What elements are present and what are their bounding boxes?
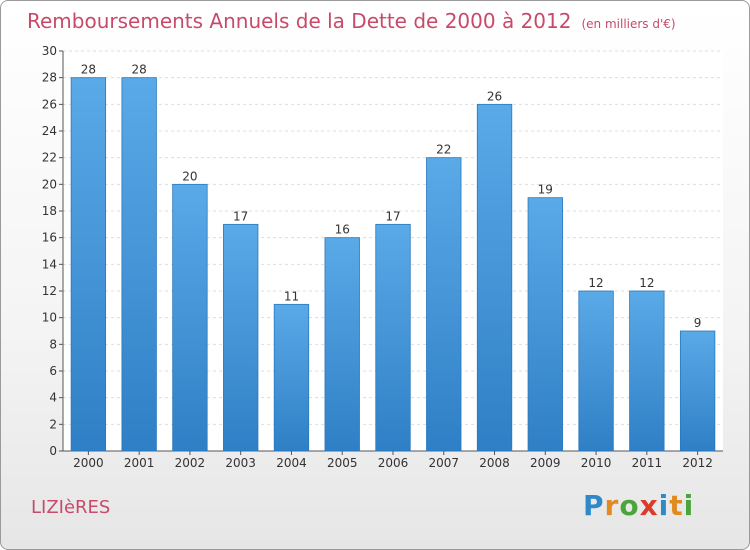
x-tick-label-2011: 2011: [632, 456, 663, 470]
bar-2011: [629, 290, 665, 452]
y-tick-label: 30: [42, 44, 57, 58]
logo-letter: i: [683, 489, 695, 522]
y-tick-label: 14: [42, 257, 57, 271]
proxiti-logo: Proxiti: [583, 489, 694, 522]
bar-2005: [324, 237, 360, 452]
y-tick-label: 26: [42, 97, 57, 111]
bar-2012: [679, 330, 716, 452]
x-tick-label-2001: 2001: [124, 456, 155, 470]
y-tick-label: 18: [42, 204, 57, 218]
y-tick-label: 0: [49, 444, 57, 458]
chart-title-text: Remboursements Annuels de la Dette de 20…: [27, 9, 572, 33]
bar-2008: [476, 103, 513, 452]
data-label-2001: 28: [132, 63, 147, 77]
x-tick-label-2006: 2006: [378, 456, 409, 470]
data-label-2010: 12: [588, 276, 603, 290]
y-tick-label: 10: [42, 311, 57, 325]
data-label-2011: 12: [639, 276, 654, 290]
chart-unit: (en milliers d'€): [581, 17, 676, 31]
y-tick-label: 6: [49, 364, 57, 378]
logo-letter: x: [639, 489, 659, 522]
y-tick-label: 28: [42, 71, 57, 85]
x-tick-label-2008: 2008: [479, 456, 510, 470]
y-tick-label: 2: [49, 417, 57, 431]
logo-letter: t: [669, 489, 684, 522]
y-tick-label: 16: [42, 231, 57, 245]
bar-2009: [527, 197, 563, 452]
x-tick-label-2007: 2007: [428, 456, 459, 470]
bar-2001: [121, 77, 157, 452]
data-label-2004: 11: [284, 289, 299, 303]
commune-name: LIZIèRES: [31, 497, 111, 518]
y-tick-label: 22: [42, 151, 57, 165]
bar-2000: [70, 77, 107, 452]
logo-letter: o: [619, 489, 640, 522]
x-tick-label-2000: 2000: [73, 456, 104, 470]
bar-2002: [172, 183, 208, 452]
data-label-2000: 28: [81, 63, 96, 77]
y-tick-label: 4: [49, 391, 57, 405]
y-tick-label: 12: [42, 284, 57, 298]
data-label-2005: 16: [335, 223, 350, 237]
data-label-2009: 19: [538, 183, 553, 197]
data-label-2007: 22: [436, 143, 451, 157]
x-tick-label-2003: 2003: [225, 456, 256, 470]
y-tick-label: 24: [42, 124, 57, 138]
logo-letter: i: [658, 489, 670, 522]
x-tick-label-2010: 2010: [581, 456, 612, 470]
x-tick-label-2002: 2002: [175, 456, 206, 470]
y-tick-label: 8: [49, 337, 57, 351]
x-tick-label-2005: 2005: [327, 456, 358, 470]
data-label-2006: 17: [385, 209, 400, 223]
bar-2003: [223, 223, 259, 452]
data-label-2002: 20: [182, 169, 197, 183]
x-tick-label-2009: 2009: [530, 456, 561, 470]
logo-letter: P: [583, 489, 605, 522]
x-tick-label-2012: 2012: [682, 456, 713, 470]
data-label-2003: 17: [233, 209, 248, 223]
bar-2006: [375, 223, 411, 452]
x-tick-label-2004: 2004: [276, 456, 307, 470]
logo-letter: r: [604, 489, 620, 522]
chart-title: Remboursements Annuels de la Dette de 20…: [27, 9, 676, 33]
bar-2007: [426, 157, 462, 452]
data-label-2008: 26: [487, 89, 502, 103]
y-tick-label: 20: [42, 177, 57, 191]
data-label-2012: 9: [694, 316, 702, 330]
bar-2004: [273, 303, 310, 452]
bar-2010: [578, 290, 614, 452]
